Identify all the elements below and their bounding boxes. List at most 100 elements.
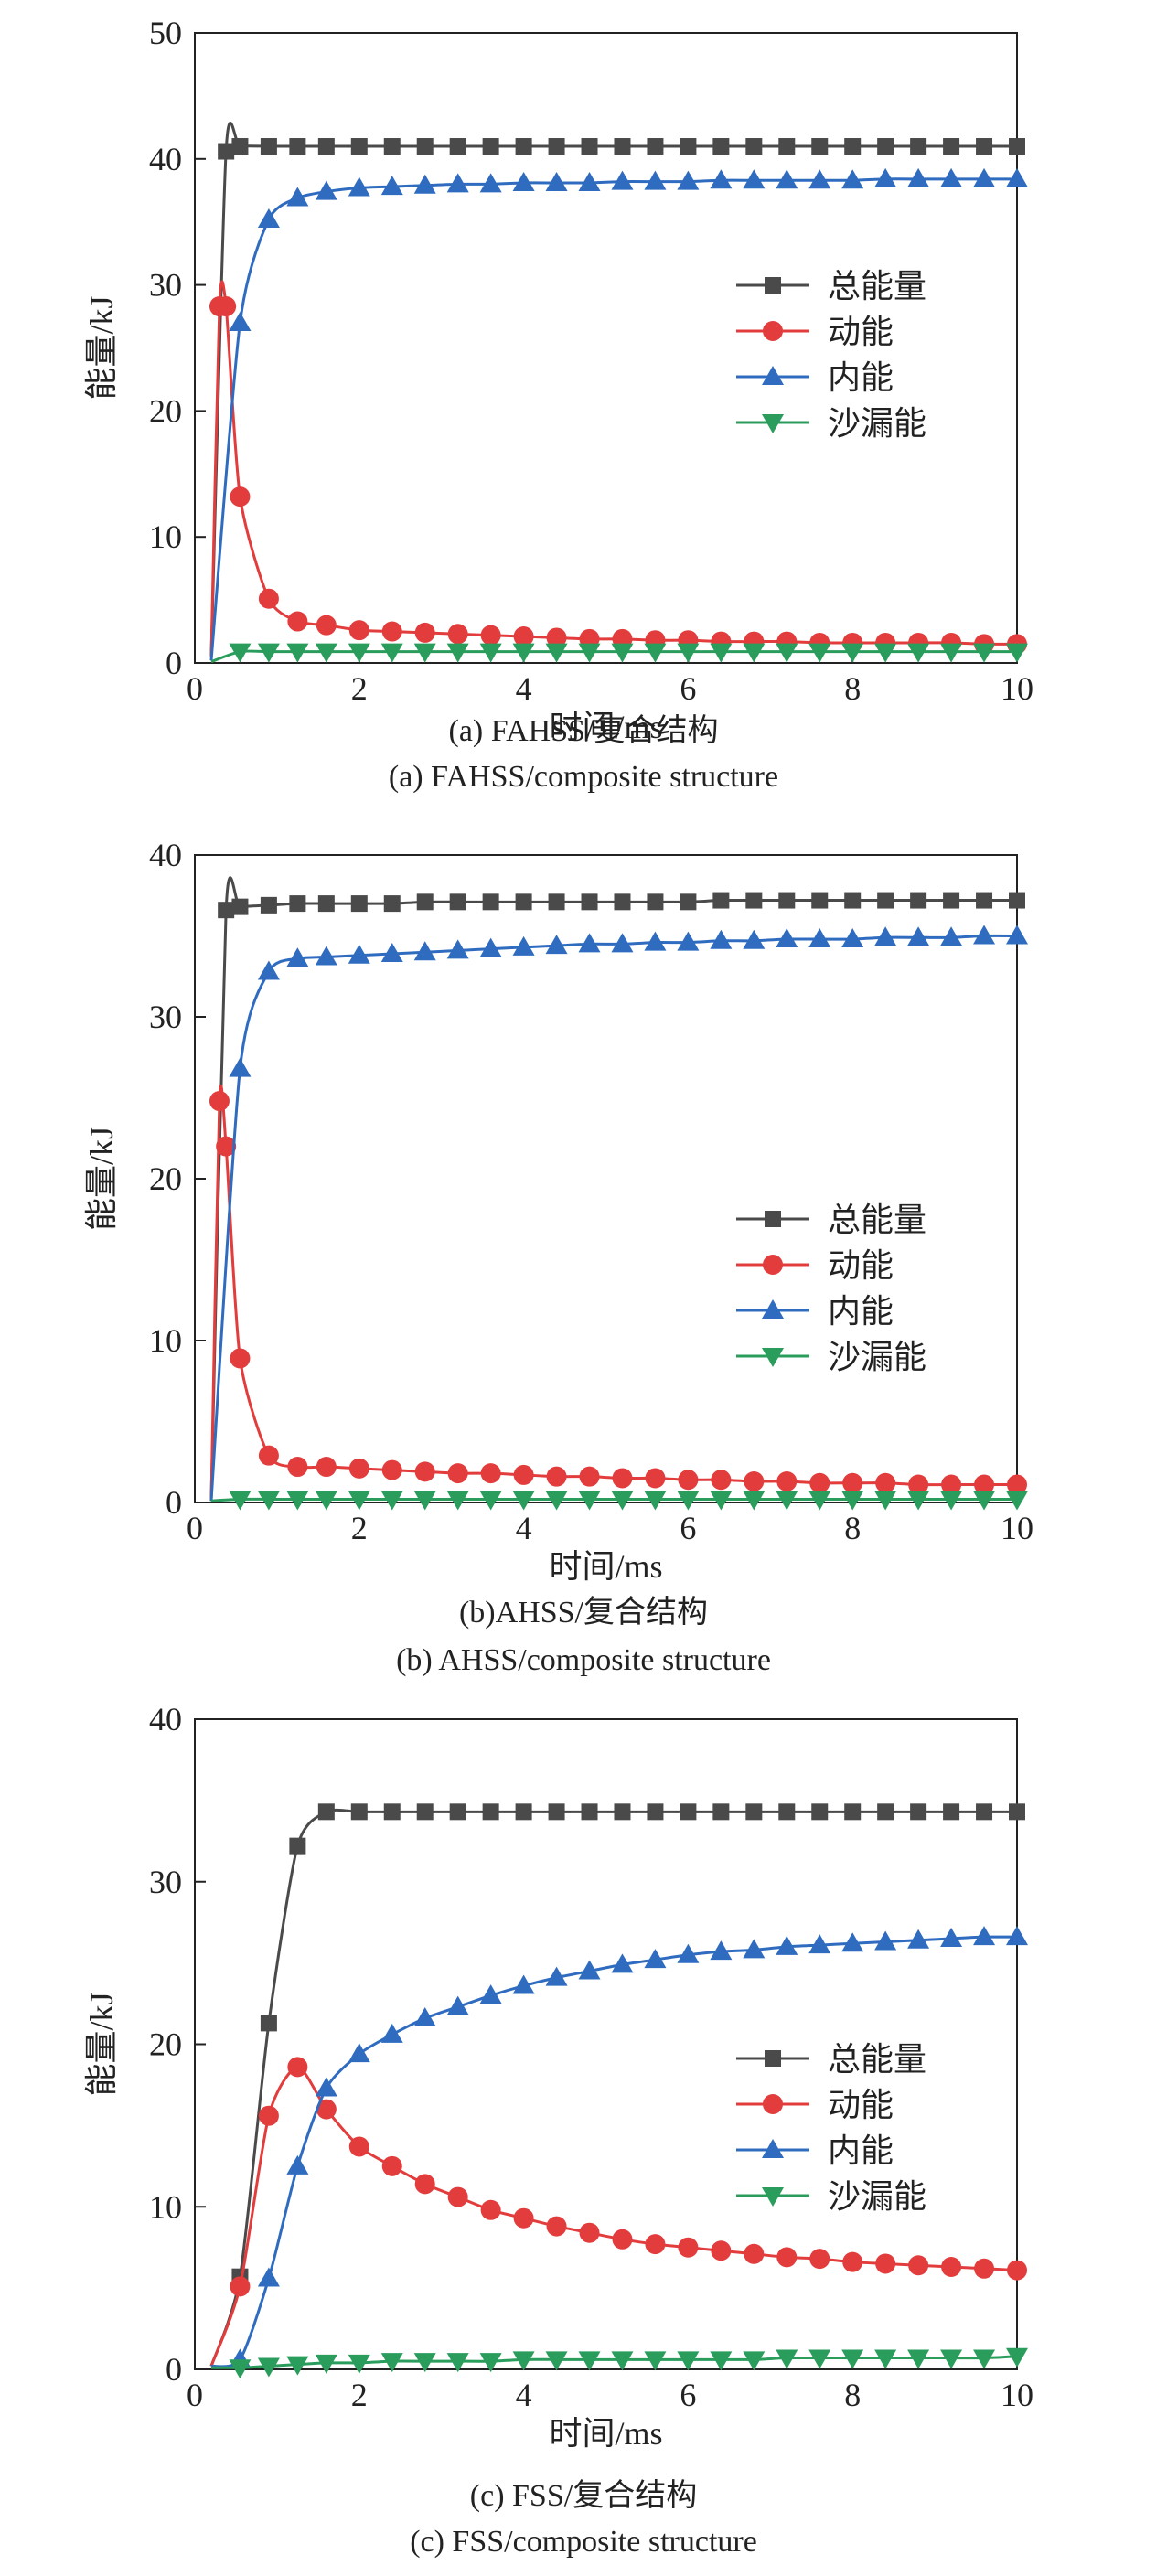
chart-b-data-point xyxy=(480,1463,501,1484)
chart-b-data-point xyxy=(380,1491,403,1511)
chart-a-data-point xyxy=(581,138,598,155)
chart-a-data-point xyxy=(513,626,534,647)
chart-a-legend-marker xyxy=(765,277,781,294)
chart-c-data-point xyxy=(644,1949,667,1969)
chart-b-data-point xyxy=(744,1470,765,1491)
chart-c-data-point xyxy=(479,2353,502,2373)
chart-c-series xyxy=(209,1803,1025,2367)
chart-a-data-point xyxy=(1006,643,1028,663)
chart-c-data-point xyxy=(1006,1926,1028,1946)
chart-a-data-point xyxy=(614,138,631,155)
chart-c-data-point xyxy=(644,2351,667,2371)
chart-a-series xyxy=(209,280,1027,657)
chart-b-data-point xyxy=(875,1472,896,1493)
chart-b-data-point xyxy=(579,1466,600,1487)
chart-b-data-point xyxy=(545,1491,568,1511)
chart-a-data-point xyxy=(446,173,469,193)
chart-c-x-tick-label: 10 xyxy=(1001,2377,1033,2413)
chart-b-y-tick-label: 0 xyxy=(166,1484,182,1521)
chart-c-legend-label: 动能 xyxy=(828,2087,894,2124)
chart-c-series-line xyxy=(210,1935,1018,2368)
chart-c-data-point xyxy=(1009,1803,1025,1821)
chart-a-series-line xyxy=(209,121,1017,657)
chart-c-data-point xyxy=(380,2353,403,2373)
chart-c-data-point xyxy=(611,1953,634,1973)
chart-b-data-point xyxy=(216,1136,237,1157)
chart-b-data-point xyxy=(645,1468,666,1489)
chart-c-data-point xyxy=(258,2105,279,2126)
chart-b-y-tick-label: 20 xyxy=(149,1160,182,1197)
chart-c-data-point xyxy=(315,2354,337,2374)
chart-b-data-point xyxy=(380,942,403,962)
chart-a-data-point xyxy=(710,169,733,189)
chart-c-data-point xyxy=(446,1995,469,2015)
chart-a-data-point xyxy=(257,643,280,663)
chart-c-data-point xyxy=(778,1803,796,1821)
chart-b-x-tick-label: 6 xyxy=(680,1510,696,1546)
chart-a-data-point xyxy=(844,138,862,155)
chart-c-data-point xyxy=(645,2234,666,2255)
chart-a-legend-marker xyxy=(762,366,784,385)
chart-a-data-point xyxy=(680,138,697,155)
caption-b-en: (b) AHSS/composite structure xyxy=(396,1643,771,1677)
chart-a-data-point xyxy=(776,169,798,189)
chart-b-data-point xyxy=(973,1491,996,1511)
chart-c-data-point xyxy=(940,2349,963,2369)
chart-c-data-point xyxy=(974,2258,995,2279)
chart-a-data-point xyxy=(611,643,634,663)
chart-a-series xyxy=(209,121,1025,657)
chart-b-y-tick-label: 10 xyxy=(149,1322,182,1359)
chart-a-y-axis-label: 能量/kJ xyxy=(83,295,120,400)
chart-a-legend-marker xyxy=(763,321,783,341)
chart-c-data-point xyxy=(744,2243,765,2264)
chart-b-data-point xyxy=(1006,1491,1028,1511)
chart-b-data-point xyxy=(546,1466,567,1487)
chart-a-data-point xyxy=(1006,167,1028,187)
chart-b-data-point xyxy=(512,1491,535,1511)
chart-c-y-tick-label: 0 xyxy=(166,2351,182,2388)
chart-c-data-point xyxy=(581,1803,598,1821)
chart-a-data-point xyxy=(940,643,963,663)
chart-c-data-point xyxy=(257,2357,280,2378)
chart-b-data-point xyxy=(644,931,667,951)
chart-c-series xyxy=(209,2057,1027,2367)
chart-b-data-point xyxy=(446,939,469,959)
chart-b-data-point xyxy=(644,1491,667,1511)
chart-c-data-point xyxy=(287,2057,308,2078)
chart-a-series xyxy=(209,167,1028,661)
chart-b-data-point xyxy=(842,1472,863,1493)
chart-a-data-point xyxy=(479,173,502,193)
chart-a-data-point xyxy=(316,615,337,636)
chart-b-data-point xyxy=(680,893,697,911)
chart-c-data-point xyxy=(513,2207,534,2229)
chart-c-data-point xyxy=(743,2351,766,2371)
chart-c-data-point xyxy=(380,2023,403,2043)
chart-b-data-point xyxy=(907,1491,930,1511)
chart-c-data-point xyxy=(578,1960,601,1980)
chart-c-data-point xyxy=(808,2349,831,2369)
chart-b-legend-marker xyxy=(763,1255,783,1275)
chart-c-data-point xyxy=(677,1943,700,1963)
chart-a-data-point xyxy=(257,208,280,228)
chart-a-data-point xyxy=(712,138,730,155)
chart-c-data-point xyxy=(381,2155,402,2176)
chart-c-data-point xyxy=(976,1803,993,1821)
chart-c-data-point xyxy=(315,2077,337,2097)
chart-c-data-point xyxy=(712,1803,730,1821)
chart-b-data-point xyxy=(348,1458,369,1479)
chart-b-data-point xyxy=(908,1474,929,1495)
chart-b-data-point xyxy=(381,1459,402,1480)
chart-b-data-point xyxy=(209,1091,230,1112)
chart-a-data-point xyxy=(258,588,279,609)
chart-a-data-point xyxy=(216,296,237,317)
chart-c-data-point xyxy=(776,2247,798,2268)
caption-b-cn: (b)AHSS/复合结构 xyxy=(458,1596,709,1630)
chart-b-x-tick-label: 8 xyxy=(844,1510,861,1546)
chart-b-data-point xyxy=(317,895,335,913)
chart-b-data-point xyxy=(743,929,766,949)
chart-b-series xyxy=(209,1084,1027,1502)
chart-c-data-point xyxy=(711,2240,732,2261)
chart-a-legend-marker xyxy=(762,414,784,433)
chart-c-y-tick-label: 30 xyxy=(149,1864,182,1900)
